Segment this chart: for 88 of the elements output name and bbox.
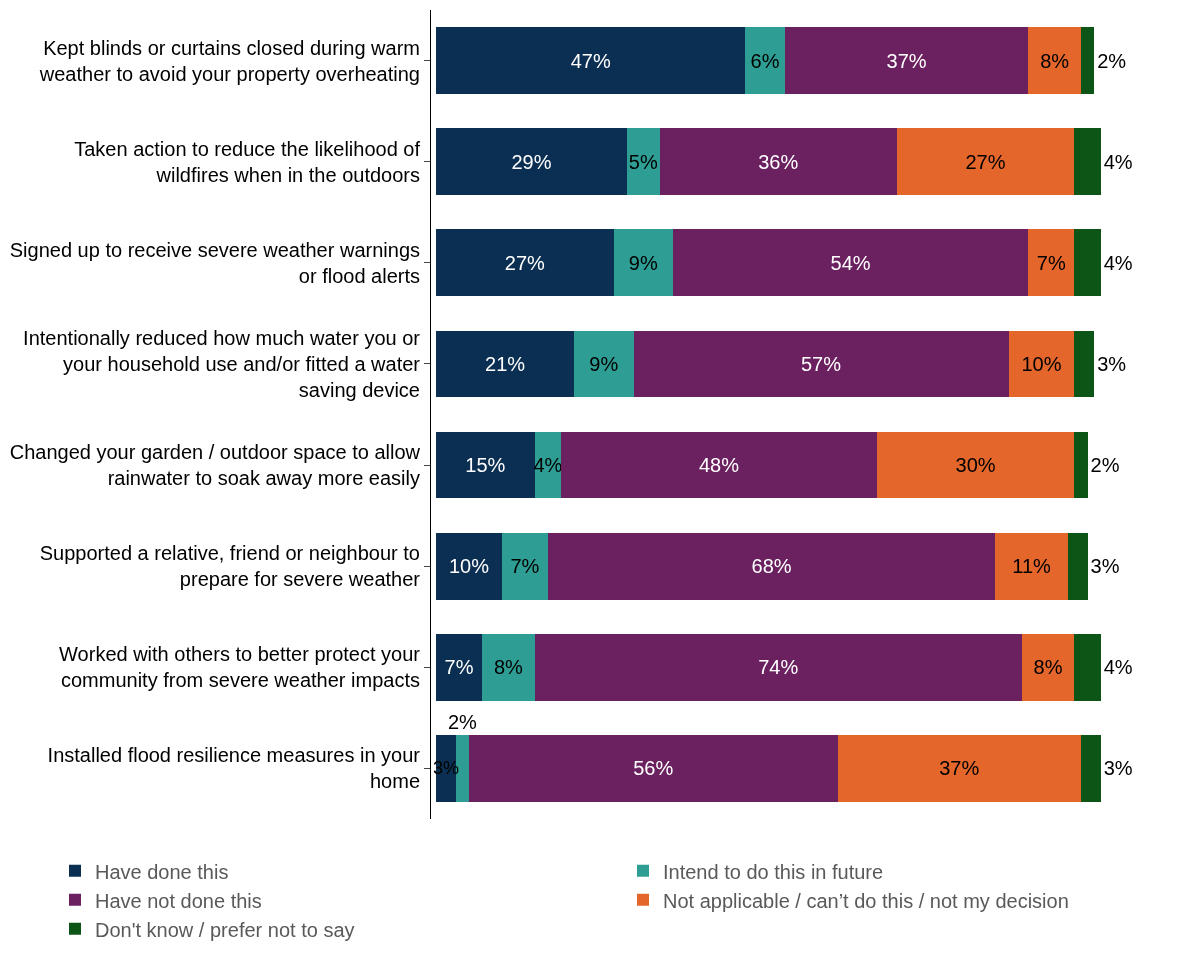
y-tick-label: Changed your garden / outdoor space to allow rainwater to soak away more easily — [9, 441, 421, 490]
y-tick-label: Supported a relative, friend or neighbour to prepare for severe weather — [39, 542, 421, 591]
legend-label: Don't know / prefer not to say — [95, 918, 355, 941]
bar — [534, 633, 1022, 701]
bar — [469, 735, 838, 802]
data-label: 15% — [465, 454, 506, 477]
data-label: 7% — [444, 656, 474, 679]
bar — [1074, 330, 1095, 398]
bar — [745, 27, 785, 94]
data-label: 3% — [1103, 757, 1133, 780]
data-label: 30% — [955, 454, 996, 477]
y-tick-label: Installed flood resilience measures in your home — [47, 744, 421, 793]
bar — [1021, 633, 1075, 701]
bar — [633, 330, 1009, 398]
data-label: 47% — [570, 49, 611, 72]
y-tick-label: Signed up to receive severe weather warnings or flood alerts — [9, 238, 420, 287]
data-label: 7% — [1036, 251, 1066, 274]
data-label: 9% — [589, 352, 619, 375]
data-label: 3% — [1097, 352, 1127, 375]
data-label: 4% — [1103, 656, 1133, 679]
data-label: 10% — [1021, 352, 1062, 375]
data-label: 4% — [1103, 150, 1133, 173]
y-tick-label: Kept blinds or curtains closed during warm weather to avoid your property overheating — [38, 36, 420, 85]
data-label: 56% — [633, 757, 674, 780]
bar — [1074, 229, 1101, 297]
bar — [613, 229, 674, 297]
y-tick-label: Worked with others to better protect your community from severe weather impacts — [59, 643, 421, 692]
bar — [1074, 633, 1101, 701]
bar — [436, 27, 746, 94]
data-label: 3% — [1090, 555, 1120, 578]
bar — [436, 633, 483, 701]
data-label: 21% — [485, 352, 526, 375]
bar — [482, 633, 535, 701]
data-label: 10% — [448, 555, 490, 578]
data-label: 8% — [493, 656, 524, 679]
legend-label: Intend to do this in future — [663, 860, 884, 883]
data-label: 7% — [510, 555, 540, 578]
data-label: 27% — [965, 150, 1006, 173]
bar — [561, 431, 878, 499]
bar — [659, 128, 897, 196]
bar — [1008, 330, 1075, 398]
legend-label: Have not done this — [95, 889, 262, 912]
bar — [436, 128, 627, 196]
data-label: 54% — [830, 251, 871, 274]
data-label: 48% — [698, 454, 740, 477]
bar — [896, 128, 1075, 196]
bar — [574, 330, 634, 398]
bar — [995, 532, 1068, 600]
data-label: 5% — [628, 150, 658, 173]
bar — [673, 229, 1029, 297]
bar — [501, 532, 548, 600]
data-label: 11% — [1012, 555, 1052, 578]
data-label: 57% — [800, 352, 842, 375]
legend-label: Have done this — [95, 860, 229, 883]
y-tick-label: Taken action to reduce the likelihood of wildfires when in the outdoors — [74, 137, 421, 186]
bar — [1074, 431, 1088, 499]
bar — [1067, 532, 1088, 600]
data-label: 8% — [1033, 656, 1063, 679]
bar — [837, 735, 1082, 802]
legend-label: Not applicable / can’t do this / not my decision — [663, 889, 1069, 912]
bar — [1081, 27, 1095, 94]
data-label: 2% — [1097, 49, 1127, 72]
data-label: 6% — [750, 49, 780, 72]
data-label: 37% — [886, 49, 927, 72]
data-label: 4% — [1103, 251, 1133, 274]
bar — [626, 128, 660, 196]
data-label: 37% — [939, 757, 980, 780]
bar — [436, 532, 502, 600]
bar — [436, 330, 575, 398]
bar — [784, 27, 1029, 94]
bar — [877, 431, 1075, 499]
bar — [1028, 229, 1075, 297]
data-label: 2% — [1090, 454, 1120, 477]
y-tick-label: Intentionally reduced how much water you or your household use and/or fitted a water saving device — [23, 326, 421, 401]
bar — [1074, 128, 1101, 196]
data-label: 2% — [448, 711, 478, 733]
data-label: 29% — [511, 150, 552, 173]
data-label: 74% — [758, 656, 799, 679]
bar — [1028, 27, 1082, 94]
bar — [436, 229, 614, 297]
bar — [548, 532, 996, 600]
bar — [436, 431, 535, 499]
data-label: 68% — [751, 555, 792, 578]
data-label: 36% — [758, 150, 799, 173]
data-label: 9% — [628, 251, 658, 274]
data-label: 8% — [1040, 49, 1070, 72]
data-label: 27% — [504, 251, 546, 274]
bar — [1081, 735, 1101, 802]
